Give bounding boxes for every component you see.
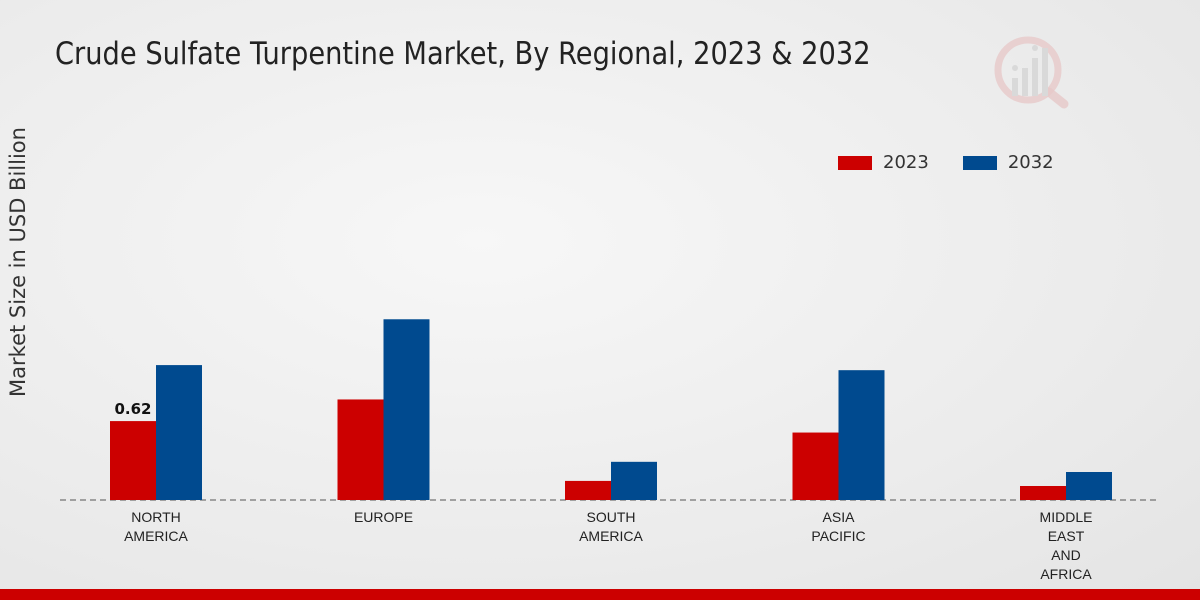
brand-logo-icon bbox=[994, 36, 1069, 109]
x-tick-label-0: NORTH AMERICA bbox=[124, 509, 188, 544]
legend-swatch-2023 bbox=[838, 155, 872, 170]
bar-2032-0 bbox=[156, 365, 202, 500]
bar-2023-1 bbox=[337, 399, 384, 500]
bar-2032-3 bbox=[838, 370, 885, 500]
x-tick-label-1: EUROPE bbox=[354, 509, 413, 525]
bottom-accent-bar bbox=[0, 589, 1200, 600]
bar-2023-3 bbox=[792, 432, 839, 500]
bar-2023-4 bbox=[1020, 486, 1066, 500]
data-label-0: 0.62 bbox=[114, 400, 151, 418]
legend-swatch-2032 bbox=[962, 155, 997, 170]
bar-2032-4 bbox=[1066, 472, 1112, 500]
legend-item-2023: 2023 bbox=[838, 152, 929, 173]
legend-label-2023: 2023 bbox=[883, 152, 929, 173]
x-tick-label-2: SOUTH AMERICA bbox=[579, 509, 643, 544]
chart-title: Crude Sulfate Turpentine Market, By Regi… bbox=[55, 36, 871, 72]
legend-item-2032: 2032 bbox=[962, 152, 1054, 173]
bar-2023-0 bbox=[110, 421, 156, 500]
bar-2032-2 bbox=[611, 461, 657, 500]
legend: 2023 2032 bbox=[838, 152, 1088, 173]
bar-2032-1 bbox=[383, 319, 430, 500]
legend-label-2032: 2032 bbox=[1007, 152, 1054, 173]
x-tick-label-4: MIDDLE EAST AND AFRICA bbox=[1040, 509, 1093, 582]
bar-2023-2 bbox=[565, 480, 611, 500]
x-tick-label-3: ASIA PACIFIC bbox=[811, 509, 865, 544]
